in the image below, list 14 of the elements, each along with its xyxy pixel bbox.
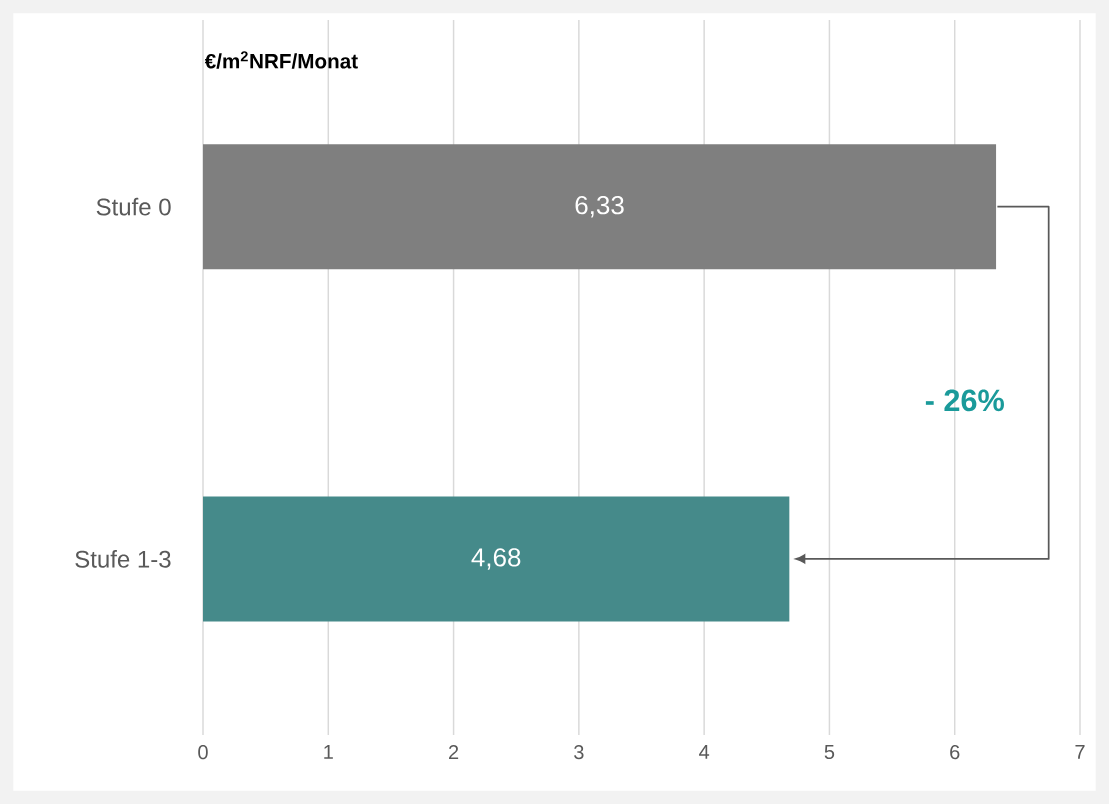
x-tick-label: 7 — [1075, 745, 1085, 759]
x-tick-label: 2 — [449, 745, 459, 760]
x-tick-label: 0 — [198, 745, 208, 760]
data-label: 6,33 — [575, 195, 624, 218]
y-axis-title: €/m$^{2}$NRF/Monat — [204, 51, 358, 69]
y-tick-label: Stufe 0 — [96, 197, 171, 216]
y-tick-label: Stufe 1-3 — [75, 550, 171, 568]
data-label: 4,68 — [471, 548, 521, 570]
x-tick-label: 4 — [699, 745, 710, 759]
x-tick-label: 1 — [324, 745, 333, 759]
annotation: - 26% — [925, 389, 1004, 412]
x-tick-label: 5 — [824, 745, 835, 759]
x-tick-label: 3 — [574, 745, 584, 760]
x-tick-label: 6 — [950, 745, 960, 760]
